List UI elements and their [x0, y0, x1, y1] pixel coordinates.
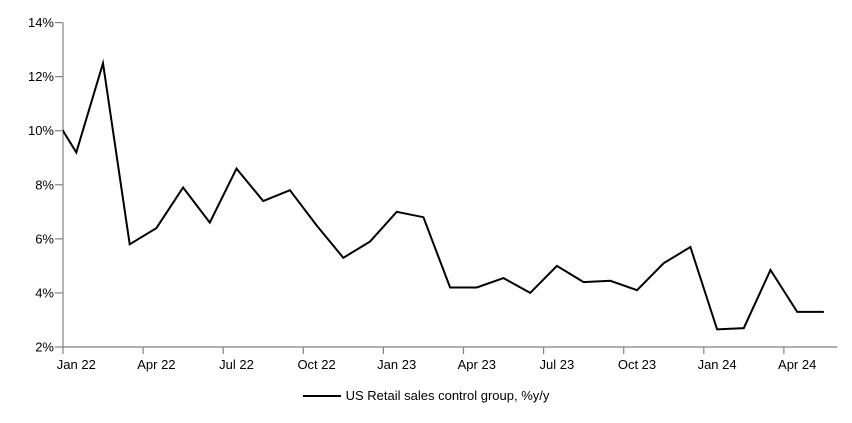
- y-axis-tick-label: 14%: [28, 15, 54, 30]
- y-axis-tick-label: 2%: [35, 340, 54, 355]
- x-axis-tick-label: Jan 22: [57, 357, 96, 372]
- series-line: [63, 58, 824, 331]
- legend-line-sample: [302, 394, 341, 397]
- x-axis-tick-label: Apr 22: [137, 357, 175, 372]
- y-axis-tick-label: 10%: [28, 123, 54, 138]
- x-axis-tick-label: Oct 23: [618, 357, 656, 372]
- x-axis-tick-label: Apr 23: [458, 357, 496, 372]
- legend-label: US Retail sales control group, %y/y: [345, 388, 550, 403]
- x-axis-tick-label: Jan 23: [377, 357, 416, 372]
- x-axis-tick-label: Jul 22: [219, 357, 254, 372]
- x-axis-tick-label: Jul 23: [540, 357, 575, 372]
- y-axis-tick-label: 12%: [28, 69, 54, 84]
- x-axis-tick-label: Jan 24: [698, 357, 737, 372]
- x-axis-tick-label: Oct 22: [297, 357, 335, 372]
- x-axis-tick-label: Apr 24: [778, 357, 816, 372]
- y-axis-tick-label: 4%: [35, 285, 54, 300]
- y-axis-tick-label: 6%: [35, 231, 54, 246]
- y-axis-tick-label: 8%: [35, 177, 54, 192]
- legend: US Retail sales control group, %y/y: [0, 388, 852, 403]
